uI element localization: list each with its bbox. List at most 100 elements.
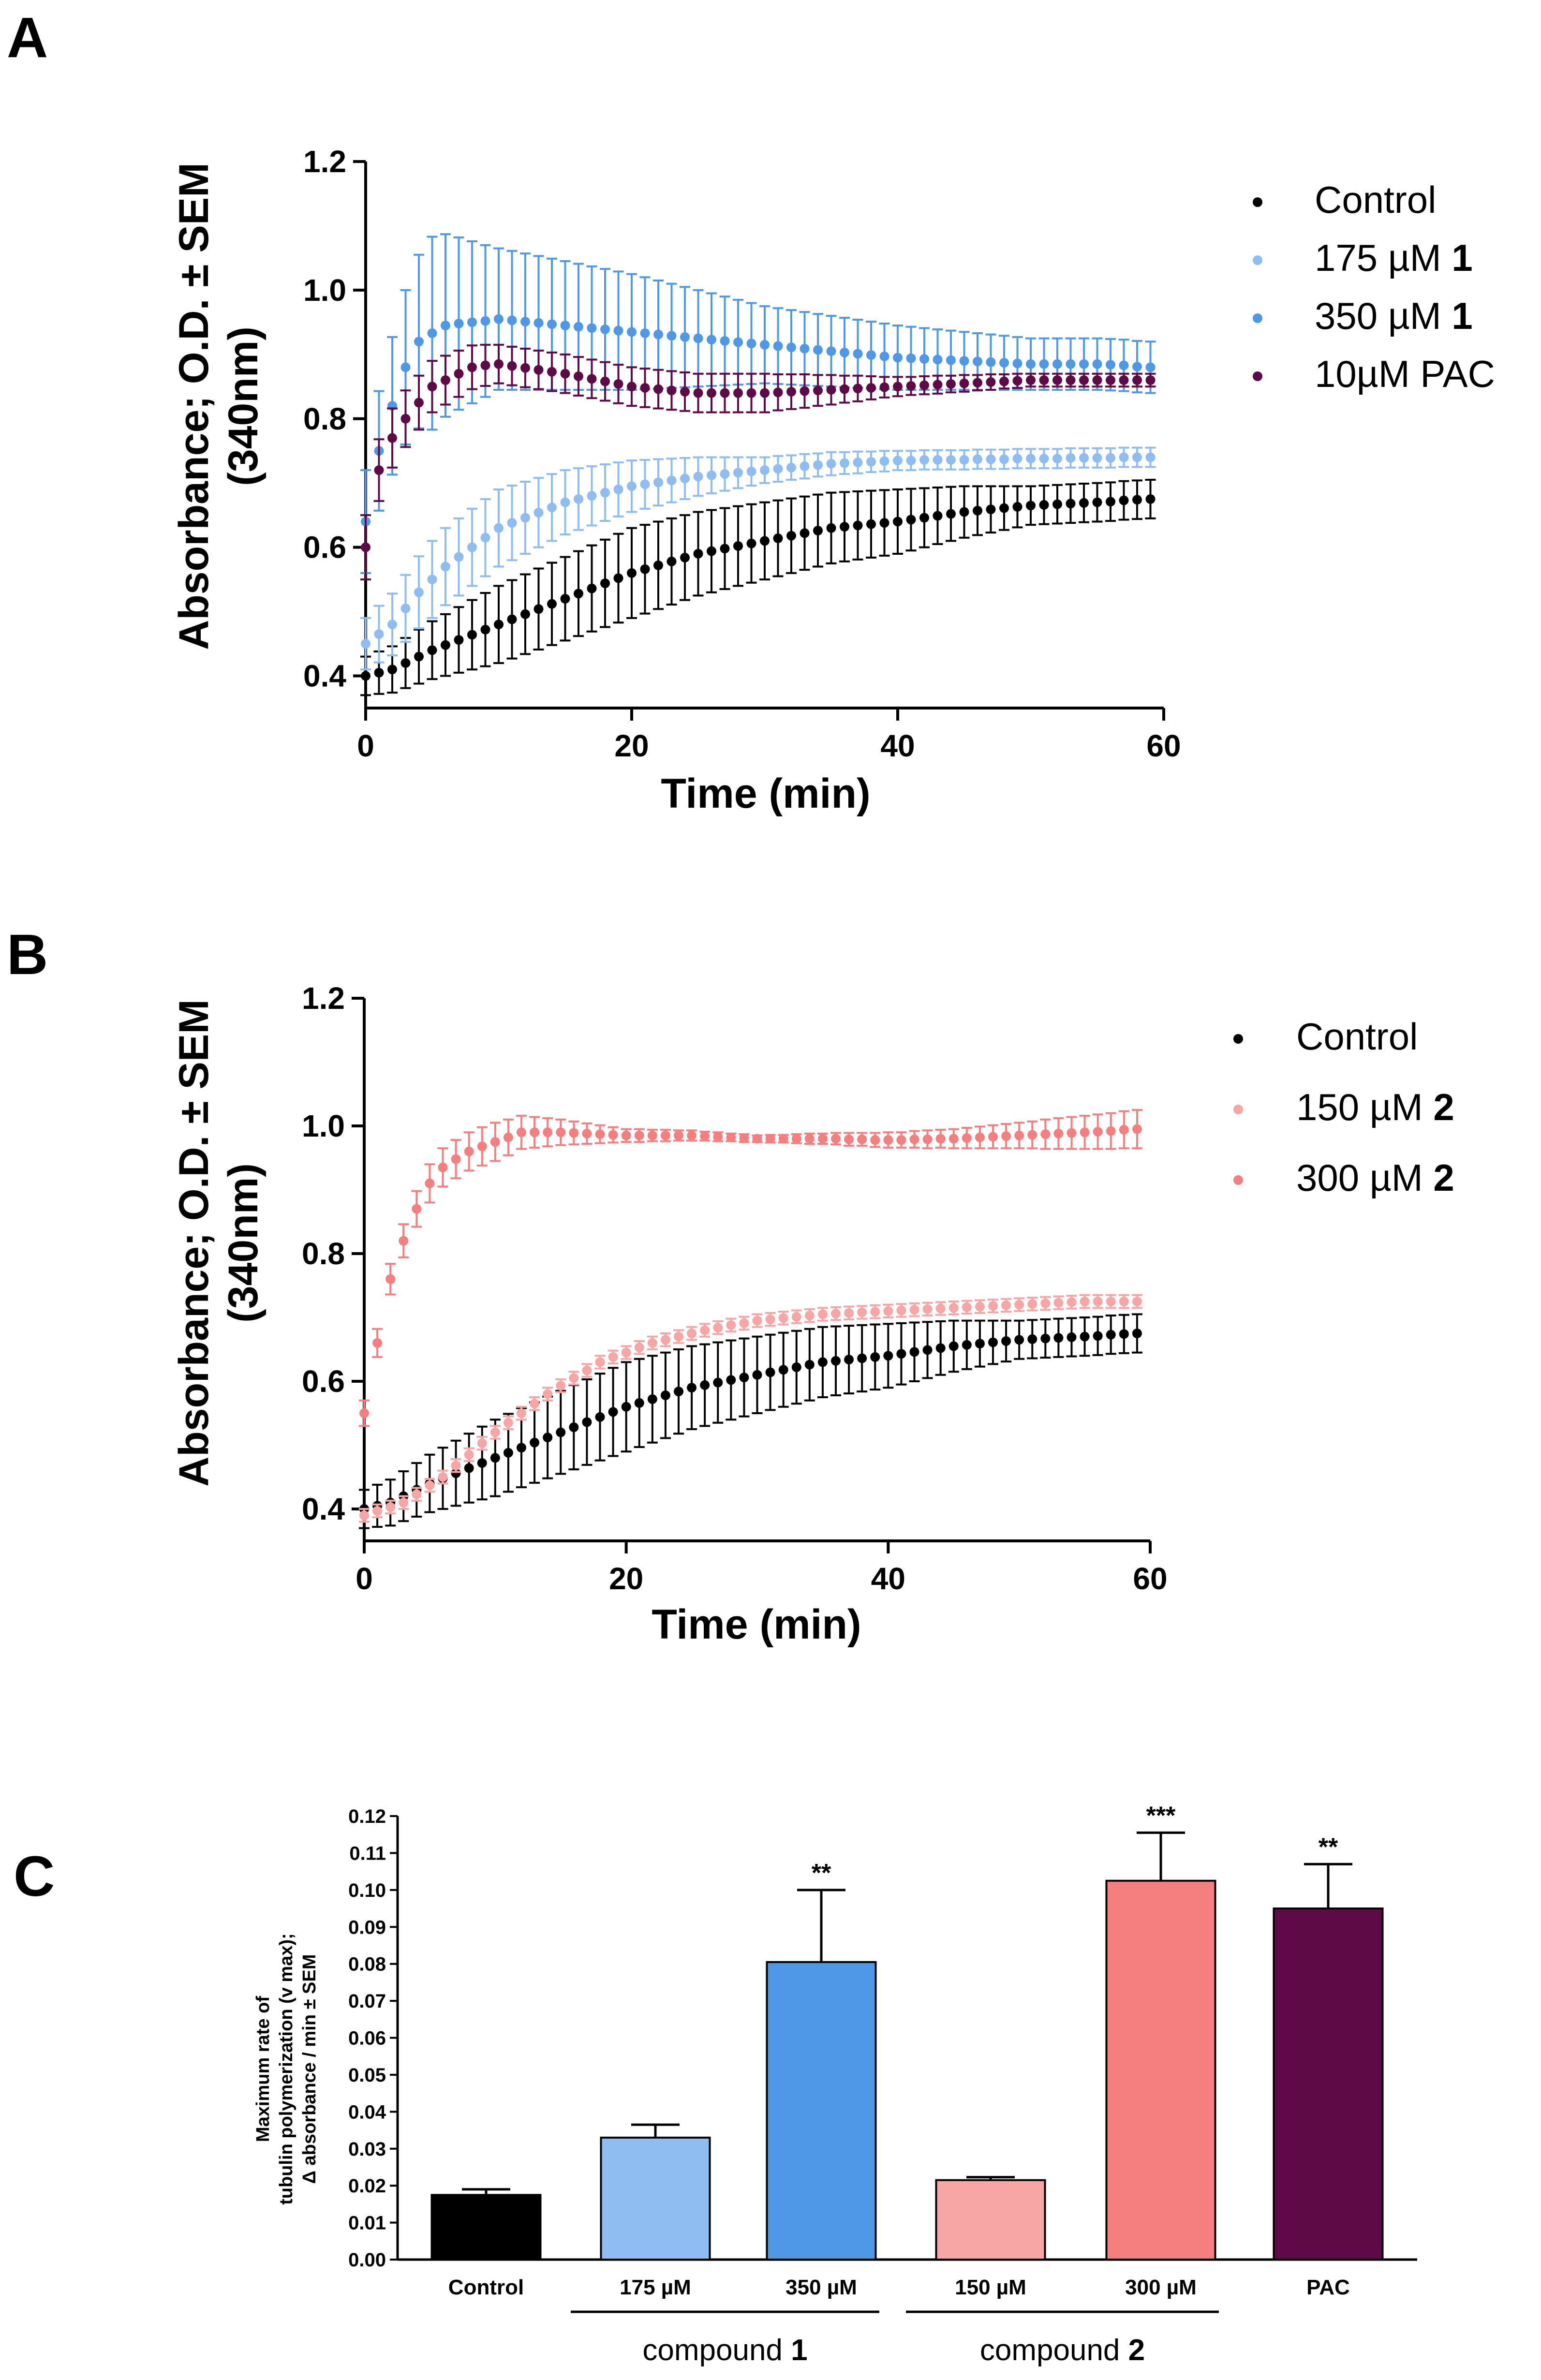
data-point bbox=[1079, 498, 1089, 508]
data-point bbox=[494, 314, 504, 324]
panel-c: C Maximum rate of tubulin polymerization… bbox=[14, 1802, 1417, 2367]
data-point bbox=[454, 635, 464, 645]
data-point bbox=[587, 374, 597, 384]
data-point bbox=[1145, 362, 1156, 372]
data-point bbox=[713, 1377, 723, 1388]
data-point bbox=[909, 1347, 919, 1357]
data-point bbox=[1106, 497, 1115, 507]
y-tick-label: 0.08 bbox=[348, 1954, 386, 1975]
data-point bbox=[400, 603, 411, 613]
data-point bbox=[813, 345, 823, 355]
data-point bbox=[560, 321, 570, 330]
bar-175-m bbox=[600, 2136, 711, 2261]
data-point bbox=[574, 589, 583, 599]
x-tick-label: 20 bbox=[614, 728, 649, 763]
data-point bbox=[883, 1135, 893, 1145]
data-point bbox=[999, 358, 1009, 368]
data-point bbox=[490, 1453, 500, 1463]
data-point bbox=[503, 1418, 513, 1428]
data-point bbox=[999, 503, 1009, 513]
data-point bbox=[739, 1133, 749, 1143]
data-point bbox=[986, 454, 996, 464]
data-point bbox=[454, 369, 464, 379]
x-tick-label: 0 bbox=[357, 728, 374, 763]
group-label: compound 2 bbox=[980, 2334, 1145, 2367]
data-point bbox=[608, 1352, 618, 1362]
category-label: 150 µM bbox=[955, 2276, 1026, 2299]
significance-marker: ** bbox=[812, 1859, 831, 1887]
data-point bbox=[621, 1130, 631, 1140]
data-point bbox=[507, 361, 517, 371]
data-point bbox=[667, 385, 677, 396]
data-point bbox=[1132, 1329, 1142, 1338]
data-point bbox=[700, 1380, 710, 1390]
data-point bbox=[1040, 1129, 1051, 1139]
data-point bbox=[1014, 1335, 1024, 1345]
data-point bbox=[791, 1312, 801, 1322]
data-point bbox=[933, 455, 943, 465]
data-point bbox=[560, 497, 570, 507]
data-point bbox=[627, 481, 637, 491]
data-point bbox=[707, 335, 716, 345]
data-point bbox=[986, 377, 996, 387]
data-point bbox=[813, 385, 823, 396]
data-point bbox=[533, 507, 544, 517]
data-point bbox=[595, 1357, 605, 1367]
data-point bbox=[826, 384, 836, 395]
y-tick-label: 0.05 bbox=[348, 2065, 386, 2086]
series-300-m-2 bbox=[359, 1109, 1142, 1427]
data-point bbox=[1119, 360, 1129, 370]
series-control bbox=[360, 479, 1156, 696]
data-point bbox=[1092, 453, 1102, 463]
data-point bbox=[533, 604, 544, 614]
data-point bbox=[647, 1394, 657, 1404]
data-point bbox=[946, 379, 956, 389]
data-point bbox=[414, 651, 424, 662]
data-point bbox=[667, 331, 677, 341]
data-point bbox=[438, 1472, 448, 1482]
data-point bbox=[962, 1340, 972, 1350]
series-175-m-1 bbox=[360, 446, 1156, 671]
data-point bbox=[1119, 495, 1129, 505]
data-point bbox=[438, 1162, 448, 1172]
data-point bbox=[451, 1461, 461, 1471]
data-point bbox=[693, 333, 703, 343]
data-point bbox=[786, 342, 796, 353]
data-point bbox=[919, 354, 929, 364]
data-point bbox=[760, 388, 770, 398]
data-point bbox=[467, 630, 477, 640]
data-point bbox=[494, 523, 504, 533]
data-point bbox=[733, 388, 743, 398]
data-point bbox=[374, 667, 384, 678]
data-point bbox=[870, 1352, 880, 1362]
legend-marker bbox=[1253, 313, 1262, 323]
series-150-m-2 bbox=[359, 1294, 1142, 1523]
legend-entry: Control bbox=[1315, 178, 1436, 221]
data-point bbox=[935, 1134, 946, 1144]
data-point bbox=[893, 517, 903, 527]
panel-a-label: A bbox=[7, 6, 48, 70]
data-point bbox=[1079, 375, 1089, 385]
data-point bbox=[520, 609, 530, 619]
x-tick-label: 60 bbox=[1146, 728, 1181, 763]
data-point bbox=[1066, 375, 1076, 385]
data-point bbox=[933, 380, 943, 390]
data-point bbox=[634, 1130, 644, 1140]
data-point bbox=[1066, 359, 1076, 369]
legend-marker bbox=[1233, 1175, 1243, 1185]
data-point bbox=[680, 332, 690, 342]
data-point bbox=[853, 520, 863, 531]
data-point bbox=[760, 536, 770, 546]
data-point bbox=[870, 1307, 880, 1317]
data-point bbox=[893, 382, 903, 392]
data-point bbox=[1080, 1127, 1090, 1138]
data-point bbox=[791, 1362, 801, 1372]
data-point bbox=[627, 568, 637, 578]
data-point bbox=[608, 1407, 618, 1417]
data-point bbox=[765, 1367, 775, 1377]
bar-300-m bbox=[1105, 1879, 1216, 2261]
data-point bbox=[720, 336, 730, 346]
data-point bbox=[746, 538, 756, 548]
data-point bbox=[870, 1135, 880, 1145]
